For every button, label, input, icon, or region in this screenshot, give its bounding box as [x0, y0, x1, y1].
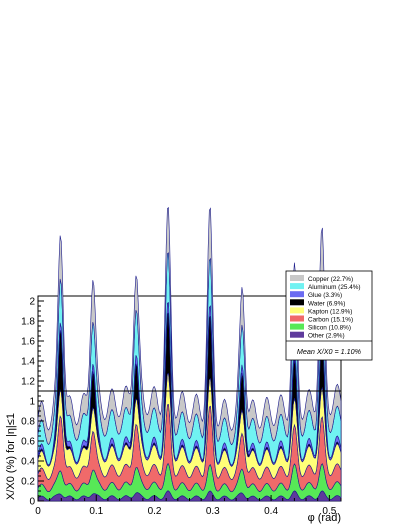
legend-swatch-glue [290, 291, 304, 298]
x-tick-label: 0.2 [148, 506, 162, 517]
legend-label-silicon: Silicon (10.8%) [308, 325, 351, 332]
legend-swatch-other [290, 331, 304, 338]
y-tick-label: 1 [29, 397, 35, 408]
legend-swatch-water [290, 299, 304, 306]
legend-mean-label: Mean X/X0 = 1.10% [297, 347, 362, 356]
legend-swatch-kapton [290, 307, 304, 314]
legend-label-glue: Glue (3.3%) [308, 292, 342, 299]
legend-label-other: Other (2.9%) [308, 333, 345, 340]
y-tick-label: 0.8 [21, 417, 35, 428]
x-tick-label: 0.3 [206, 506, 220, 517]
x-axis-label: φ (rad) [308, 512, 341, 524]
y-tick-label: 0 [29, 497, 35, 508]
area-copper [37, 206, 342, 446]
y-tick-label: 0.6 [21, 437, 35, 448]
legend-label-aluminum: Aluminum (25.4%) [308, 284, 361, 291]
stacked-areas [37, 206, 342, 502]
y-tick-label: 1.4 [21, 357, 35, 368]
legend-label-kapton: Kapton (12.9%) [308, 308, 352, 315]
y-tick-label: 1.6 [21, 337, 35, 348]
legend-swatch-aluminum [290, 283, 304, 290]
x-tick-label: 0.1 [89, 506, 103, 517]
x-tick-label: 0.5 [322, 506, 336, 517]
y-tick-label: 1.8 [21, 317, 35, 328]
y-tick-label: 0.2 [21, 477, 35, 488]
legend-swatch-copper [290, 275, 304, 281]
y-axis-label: X/X0 (%) for |η|≤1 [5, 413, 17, 500]
legend-label-copper: Copper (22.7%) [308, 276, 353, 283]
x-tick-label: 0 [35, 506, 41, 517]
legend-swatch-silicon [290, 323, 304, 330]
y-axis: 0 0.2 0.4 0.6 0.8 1 1.2 1.4 1.6 1.8 2 [21, 297, 44, 508]
y-tick-label: 0.4 [21, 457, 35, 468]
legend-label-water: Water (6.9%) [308, 300, 345, 307]
x-tick-label: 0.4 [264, 506, 278, 517]
legend-label-carbon: Carbon (15.1%) [308, 317, 353, 324]
y-tick-label: 2 [29, 297, 35, 308]
legend-swatch-carbon [290, 315, 304, 322]
y-tick-label: 1.2 [21, 377, 35, 388]
legend: Copper (22.7%)Aluminum (25.4%)Glue (3.3%… [285, 270, 373, 361]
